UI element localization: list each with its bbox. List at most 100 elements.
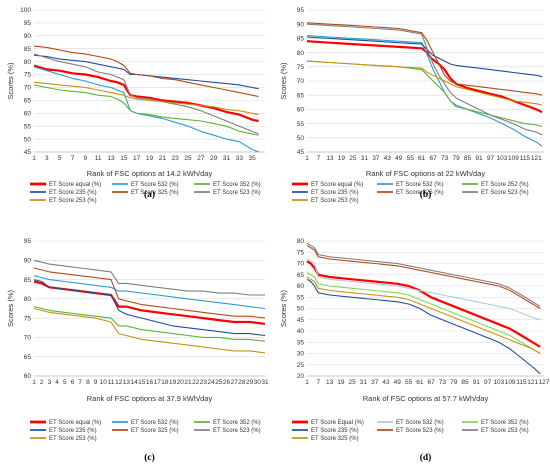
y-tick-label: 55 <box>297 121 305 128</box>
x-tick-label: 7 <box>71 155 75 162</box>
legend-entry: ET Score 523 (%) <box>213 190 261 196</box>
x-tick-label: 8 <box>86 379 90 386</box>
y-tick-label: 70 <box>297 261 305 268</box>
legend-entry: ET Score 235 (%) <box>49 428 97 434</box>
x-tick-label: 26 <box>223 379 231 386</box>
series-line-et-score-235 <box>306 36 543 78</box>
series-line-et-score-equal <box>306 260 541 348</box>
x-tick-label: 31 <box>361 155 369 162</box>
series-line-et-score-532 <box>306 258 541 321</box>
x-tick-label: 29 <box>210 155 218 162</box>
x-tick-label: 121 <box>527 379 538 386</box>
series-line-et-score-523 <box>33 53 259 135</box>
y-tick-label: 65 <box>24 98 32 105</box>
x-tick-label: 1 <box>305 155 309 162</box>
x-tick-label: 28 <box>238 379 246 386</box>
x-tick-label: 9 <box>94 379 98 386</box>
y-tick-label: 80 <box>24 296 32 303</box>
x-tick-label: 13 <box>326 379 334 386</box>
x-tick-label: 20 <box>177 379 185 386</box>
legend-entry: ET Score 523 (%) <box>213 428 261 434</box>
x-tick-label: 13 <box>107 155 115 162</box>
x-tick-label: 11 <box>108 379 115 386</box>
x-tick-label: 24 <box>207 379 215 386</box>
x-tick-label: 61 <box>416 379 424 386</box>
y-tick-label: 20 <box>297 373 305 380</box>
y-tick-label: 55 <box>24 123 32 130</box>
y-tick-label: 50 <box>297 306 305 313</box>
x-tick-label: 25 <box>349 379 357 386</box>
x-tick-label: 73 <box>441 155 449 162</box>
x-tick-label: 25 <box>184 155 192 162</box>
x-tick-label: 5 <box>58 155 62 162</box>
y-tick-label: 60 <box>24 373 32 380</box>
y-tick-label: 85 <box>24 277 32 284</box>
x-tick-label: 31 <box>360 379 368 386</box>
legend-entry: ET Score 253 (%) <box>481 428 529 434</box>
series-line-et-score-523 <box>306 23 543 136</box>
series-line-et-score-532 <box>33 275 266 310</box>
x-tick-label: 79 <box>452 155 460 162</box>
legend-entry: ET Score 352 (%) <box>481 182 529 188</box>
series-line-et-score-235 <box>33 279 266 337</box>
legend-entry: ET Score 352 (%) <box>481 420 529 426</box>
y-tick-label: 70 <box>24 335 32 342</box>
legend-entry: ET Score 532 (%) <box>396 420 444 426</box>
x-tick-label: 15 <box>120 155 128 162</box>
x-tick-label: 55 <box>407 155 415 162</box>
x-tick-label: 3 <box>48 379 52 386</box>
x-tick-label: 97 <box>487 155 495 162</box>
y-tick-label: 75 <box>297 249 305 256</box>
y-axis-label: Scores (%) <box>6 289 15 327</box>
legend-entry: ET Score equal (%) <box>49 182 101 188</box>
x-tick-label: 43 <box>382 379 390 386</box>
x-axis-label: Rank of FSC options at 22 kWh/day <box>366 169 485 178</box>
x-tick-label: 19 <box>337 379 345 386</box>
x-tick-label: 5 <box>63 379 67 386</box>
x-tick-label: 67 <box>430 155 438 162</box>
y-tick-label: 95 <box>24 238 32 245</box>
y-tick-label: 50 <box>297 135 305 142</box>
x-tick-label: 23 <box>172 155 180 162</box>
x-tick-label: 79 <box>450 379 458 386</box>
x-tick-label: 115 <box>516 379 527 386</box>
legend-entry: ET Score 325 (%) <box>311 436 359 442</box>
series-line-et-score-equal <box>306 40 543 114</box>
y-tick-label: 40 <box>297 328 305 335</box>
y-tick-label: 60 <box>24 110 32 117</box>
x-tick-label: 7 <box>317 155 321 162</box>
y-tick-label: 90 <box>297 21 305 28</box>
x-tick-label: 61 <box>418 155 426 162</box>
series-line-et-score-253 <box>306 60 543 106</box>
legend-entry: ET Score 253 (%) <box>49 436 97 442</box>
x-axis-label: Rank of FSC options at 14.2 kWh/day <box>87 169 213 178</box>
y-tick-label: 45 <box>24 149 32 156</box>
x-tick-label: 13 <box>326 155 334 162</box>
x-tick-label: 21 <box>159 155 167 162</box>
y-tick-label: 80 <box>24 59 32 66</box>
x-tick-label: 121 <box>531 155 542 162</box>
y-tick-label: 60 <box>297 283 305 290</box>
series-line-et-score-352 <box>306 272 541 354</box>
y-tick-label: 80 <box>297 50 305 57</box>
x-tick-label: 13 <box>123 379 131 386</box>
legend-entry: ET Score 523 (%) <box>396 428 444 434</box>
y-axis-label: Scores (%) <box>6 62 15 100</box>
y-tick-label: 65 <box>297 272 305 279</box>
series-line-et-score-equal <box>33 64 259 123</box>
y-tick-label: 75 <box>24 315 32 322</box>
x-tick-label: 12 <box>115 379 123 386</box>
legend-entry: ET Score 352 (%) <box>213 182 261 188</box>
y-tick-label: 90 <box>24 33 32 40</box>
legend-entry: ET Score 235 (%) <box>311 428 359 434</box>
y-tick-label: 65 <box>297 92 305 99</box>
x-tick-label: 67 <box>428 379 436 386</box>
x-tick-label: 17 <box>133 155 141 162</box>
legend-entry: ET Score 253 (%) <box>311 198 359 204</box>
y-tick-label: 95 <box>24 20 32 27</box>
y-tick-label: 85 <box>24 46 32 53</box>
legend-entry: ET Score 523 (%) <box>481 190 529 196</box>
